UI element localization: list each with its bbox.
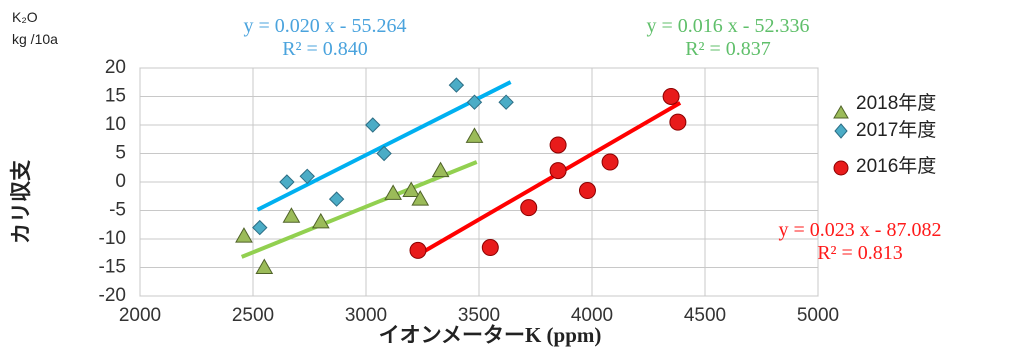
equation-2018: y = 0.016 x - 52.336 xyxy=(647,15,810,37)
r2-2018: R² = 0.837 xyxy=(685,38,771,60)
point-2018年度 xyxy=(431,161,450,178)
equation-2016: y = 0.023 x - 87.082 xyxy=(779,219,942,241)
point-2017年度 xyxy=(279,174,295,190)
point-2016年度 xyxy=(578,182,596,200)
x-tick-label: 2500 xyxy=(232,305,274,326)
point-2017年度 xyxy=(299,168,315,185)
point-2018年度 xyxy=(311,212,330,229)
r2-2016: R² = 0.813 xyxy=(817,242,903,264)
trendline-2018年度 xyxy=(240,160,478,259)
point-2018年度 xyxy=(465,127,484,143)
x-axis-title: イオンメーターK (ppm) xyxy=(379,323,602,347)
point-2017年度 xyxy=(466,94,483,110)
x-tick-label: 4000 xyxy=(571,305,613,326)
gridlines xyxy=(139,67,819,297)
point-2016年度 xyxy=(662,88,680,105)
x-tick-label: 2000 xyxy=(119,305,161,326)
y-tick-label: -20 xyxy=(99,285,126,306)
x-tick-label: 3000 xyxy=(345,305,387,326)
r2-2017: R² = 0.840 xyxy=(282,38,368,60)
labels: K₂O kg /10a カリ収支 イオンメーターK (ppm) y = 0.02… xyxy=(9,9,941,347)
legend-item-2016: 2016年度 xyxy=(833,155,936,177)
legend-item-2017: 2017年度 xyxy=(834,119,936,141)
trendline-2016年度 xyxy=(416,101,682,257)
legend-circle-icon xyxy=(833,160,849,176)
axes: 2000 2500 3000 3500 4000 4500 5000 -20 -15 -10 -5 0… xyxy=(99,57,840,326)
y-tick-label: 10 xyxy=(105,114,126,135)
legend: 2018年度 2017年度 2016年度 xyxy=(833,92,936,177)
point-2018年度 xyxy=(282,207,301,223)
point-2018年度 xyxy=(384,184,402,200)
point-2016年度 xyxy=(409,241,427,259)
point-2017年度 xyxy=(448,77,465,93)
point-2016年度 xyxy=(549,136,567,154)
point-2016年度 xyxy=(481,239,499,257)
y-unit-kg-per-10a: kg /10a xyxy=(12,31,58,47)
point-2017年度 xyxy=(328,191,345,207)
x-tick-label: 5000 xyxy=(797,305,839,326)
y-tick-label: 5 xyxy=(115,143,126,164)
point-2016年度 xyxy=(669,113,687,131)
point-2017年度 xyxy=(365,117,381,133)
y-tick-label: 0 xyxy=(115,171,126,192)
point-2017年度 xyxy=(252,219,268,236)
point-2017年度 xyxy=(498,94,514,110)
equation-2017: y = 0.020 x - 55.264 xyxy=(244,15,407,37)
y-tick-label: -10 xyxy=(99,228,126,249)
y-tick-label: -15 xyxy=(99,257,126,278)
legend-label-2017: 2017年度 xyxy=(856,119,936,141)
point-2017年度 xyxy=(376,145,392,162)
point-2016年度 xyxy=(549,162,567,180)
legend-item-2018: 2018年度 xyxy=(833,92,936,119)
point-2018年度 xyxy=(411,190,430,206)
y-tick-label: 15 xyxy=(105,86,126,107)
legend-triangle-icon xyxy=(833,105,849,119)
x-tick-label: 4500 xyxy=(684,305,726,326)
y-axis-title: カリ収支 xyxy=(9,159,33,244)
point-2018年度 xyxy=(235,227,253,243)
legend-label-2016: 2016年度 xyxy=(856,155,936,177)
point-2016年度 xyxy=(520,199,538,217)
y-tick-label: -5 xyxy=(109,200,126,221)
y-tick-label: 20 xyxy=(105,57,126,78)
data-points xyxy=(235,77,687,274)
point-2018年度 xyxy=(402,181,421,198)
legend-diamond-icon xyxy=(834,123,848,139)
y-unit-k2o: K₂O xyxy=(12,9,38,25)
point-2018年度 xyxy=(255,258,274,274)
point-2016年度 xyxy=(601,153,619,171)
x-tick-label: 3500 xyxy=(458,305,500,326)
legend-label-2018: 2018年度 xyxy=(856,92,936,114)
